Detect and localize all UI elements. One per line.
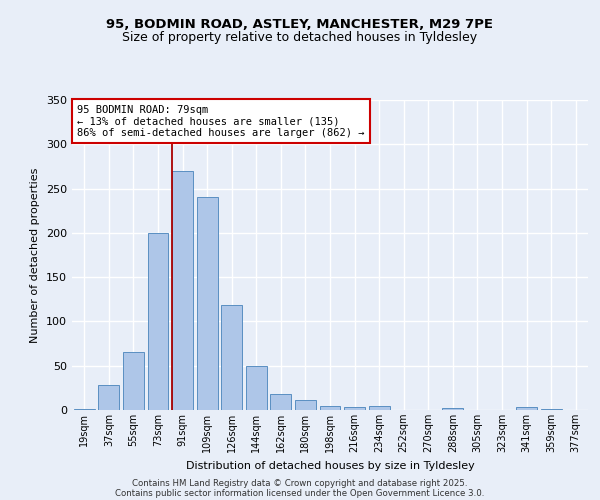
Bar [221, 304, 242, 410]
Text: Size of property relative to detached houses in Tyldesley: Size of property relative to detached ho… [122, 31, 478, 44]
Text: 95 BODMIN ROAD: 79sqm
← 13% of detached houses are smaller (135)
86% of semi-det: 95 BODMIN ROAD: 79sqm ← 13% of detached … [77, 104, 365, 138]
Bar [172, 171, 193, 410]
Bar [271, 394, 292, 410]
X-axis label: Distribution of detached houses by size in Tyldesley: Distribution of detached houses by size … [185, 460, 475, 470]
Bar [516, 408, 537, 410]
Bar [295, 400, 316, 410]
Text: 95, BODMIN ROAD, ASTLEY, MANCHESTER, M29 7PE: 95, BODMIN ROAD, ASTLEY, MANCHESTER, M29… [107, 18, 493, 30]
Text: Contains HM Land Registry data © Crown copyright and database right 2025.: Contains HM Land Registry data © Crown c… [132, 478, 468, 488]
Y-axis label: Number of detached properties: Number of detached properties [31, 168, 40, 342]
Bar [541, 409, 562, 410]
Bar [442, 408, 463, 410]
Bar [197, 198, 218, 410]
Bar [320, 406, 340, 410]
Bar [368, 406, 389, 410]
Text: Contains public sector information licensed under the Open Government Licence 3.: Contains public sector information licen… [115, 488, 485, 498]
Bar [98, 385, 119, 410]
Bar [74, 409, 95, 410]
Bar [148, 233, 169, 410]
Bar [344, 408, 365, 410]
Bar [246, 366, 267, 410]
Bar [123, 352, 144, 410]
